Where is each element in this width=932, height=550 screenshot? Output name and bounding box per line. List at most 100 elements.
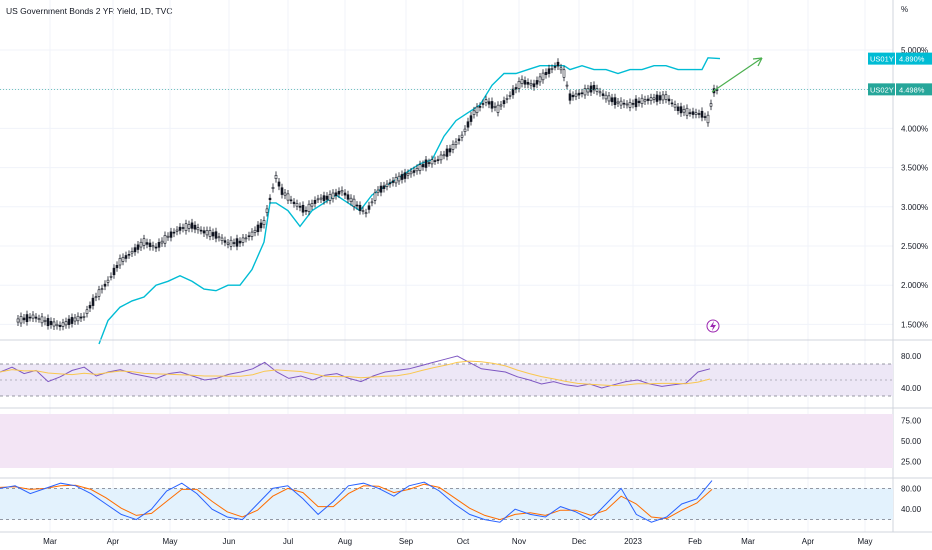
rsi-tick-label: 40.00 — [901, 384, 922, 393]
candle-body — [667, 98, 671, 102]
candle-body — [112, 267, 116, 276]
candle-body — [328, 194, 332, 201]
candle-body — [598, 91, 602, 94]
mid-tick-label: 25.00 — [901, 458, 922, 467]
candle-body — [670, 102, 674, 105]
candle-body — [334, 192, 338, 197]
candle-body — [487, 101, 491, 105]
candle-body — [172, 231, 176, 234]
candle-body — [517, 81, 521, 89]
candle-body — [382, 185, 386, 189]
price-tick-label: 2.000% — [901, 281, 928, 290]
candle-body — [118, 258, 122, 266]
badge-value: 4.890% — [899, 55, 925, 64]
candle-body — [289, 199, 293, 202]
time-tick-label: May — [162, 537, 177, 546]
badge-value-bg — [896, 52, 932, 65]
candle-body — [562, 69, 566, 78]
trend-annotation[interactable] — [711, 57, 763, 93]
candle-body — [574, 93, 578, 97]
unit-label: % — [901, 5, 908, 14]
candle-body — [388, 182, 392, 185]
stochastic-panel[interactable]: 80.00 40.00 — [0, 477, 932, 523]
candle-body — [349, 197, 353, 202]
candle-body — [133, 247, 137, 253]
candle-body — [460, 134, 464, 138]
candle-body — [682, 109, 686, 113]
candle-body — [523, 80, 527, 85]
candle-body — [481, 103, 485, 105]
candle-body — [79, 316, 83, 319]
candle-body — [379, 185, 383, 193]
candle-body — [136, 244, 140, 250]
value-badges: US01Y 4.890% US02Y 4.498% — [868, 52, 932, 96]
candle-body — [262, 220, 266, 225]
candle-body — [142, 238, 146, 246]
candle-body — [646, 98, 650, 101]
candle-body — [88, 305, 92, 309]
candle-body — [577, 92, 581, 96]
candle-body — [295, 203, 299, 207]
candle-body — [493, 106, 497, 108]
candle-body — [607, 95, 611, 102]
candle-body — [496, 104, 500, 113]
candle-body — [58, 324, 62, 327]
candle-body — [361, 210, 365, 212]
candle-body — [421, 164, 425, 168]
stoch-tick-label: 40.00 — [901, 505, 922, 514]
candle-body — [589, 85, 593, 93]
candle-body — [478, 105, 482, 108]
price-tick-label: 3.000% — [901, 203, 928, 212]
middle-panel[interactable]: 75.00 50.00 25.00 — [0, 407, 932, 468]
candle-body — [505, 98, 509, 100]
candle-body — [709, 103, 713, 107]
candle-body — [376, 189, 380, 193]
candle-body — [706, 114, 710, 124]
candle-body — [529, 83, 533, 86]
candle-body — [43, 320, 47, 322]
rsi-panel[interactable]: 80.00 40.00 — [0, 339, 932, 397]
candle-body — [442, 154, 446, 157]
candle-body — [565, 84, 569, 87]
candle-body — [310, 203, 314, 207]
candle-body — [286, 193, 290, 201]
badge-value-bg — [896, 83, 932, 96]
time-tick-label: May — [857, 537, 872, 546]
candle-body — [412, 170, 416, 173]
candle-body — [247, 235, 251, 238]
candle-body — [238, 240, 242, 244]
candle-body — [352, 198, 356, 207]
candle-body — [52, 321, 56, 327]
candle-body — [424, 159, 428, 168]
badge-name: US01Y — [870, 55, 894, 64]
candle-body — [268, 197, 272, 201]
candle-body — [550, 68, 554, 70]
candle-body — [394, 177, 398, 184]
time-tick-label: Mar — [43, 537, 57, 546]
candle-body — [190, 222, 194, 229]
candle-body — [541, 72, 545, 81]
time-tick-label: 2023 — [624, 537, 642, 546]
time-tick-label: Jul — [283, 537, 293, 546]
candle-body — [61, 322, 65, 327]
candle-body — [397, 175, 401, 182]
candle-body — [469, 115, 473, 122]
candle-body — [604, 94, 608, 100]
candle-body — [652, 97, 656, 100]
candle-body — [148, 242, 152, 247]
candle-body — [160, 240, 164, 244]
candle-body — [370, 201, 374, 204]
lightning-icon[interactable] — [706, 319, 720, 333]
candle-body — [694, 112, 698, 115]
candle-body — [655, 94, 659, 102]
time-tick-label: Oct — [457, 537, 470, 546]
candle-body — [547, 68, 551, 74]
candle-body — [613, 97, 617, 105]
candle-body — [610, 97, 614, 103]
series-us02y[interactable] — [0, 58, 893, 331]
candle-body — [544, 72, 548, 76]
candle-body — [637, 100, 641, 104]
candle-body — [688, 112, 692, 114]
time-tick-label: Apr — [107, 537, 120, 546]
